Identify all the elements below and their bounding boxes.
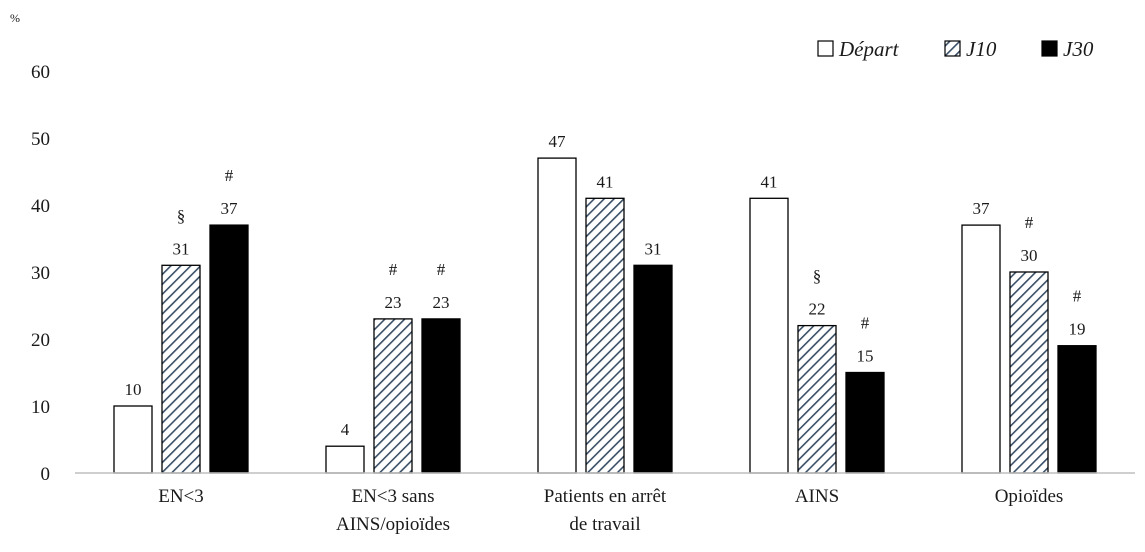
legend-swatch xyxy=(944,40,961,57)
legend-swatch xyxy=(817,40,834,57)
significance-marker: # xyxy=(861,314,870,333)
y-tick-label: 40 xyxy=(31,196,50,217)
y-tick-label: 30 xyxy=(31,263,50,284)
data-label: 41 xyxy=(761,172,778,191)
category-label: de travail xyxy=(569,514,640,535)
legend-label: J30 xyxy=(1063,37,1094,61)
bar xyxy=(797,324,837,474)
bar xyxy=(537,157,577,474)
bar xyxy=(421,318,461,474)
significance-marker: # xyxy=(1073,287,1082,306)
bar xyxy=(1009,271,1049,474)
y-tick-label: 10 xyxy=(31,397,50,418)
significance-marker: # xyxy=(225,166,234,185)
bar xyxy=(585,197,625,474)
category-label: AINS xyxy=(795,486,839,507)
bar xyxy=(209,224,249,474)
category-label: Opioïdes xyxy=(995,486,1064,507)
y-axis-ticks: 0 10 20 30 40 50 60 xyxy=(31,62,50,485)
bar xyxy=(1057,345,1097,474)
data-label: 31 xyxy=(645,239,662,258)
data-label: 23 xyxy=(433,293,450,312)
data-label: 10 xyxy=(125,380,142,399)
bar xyxy=(325,445,365,474)
bar xyxy=(845,371,885,474)
legend-label: J10 xyxy=(966,37,997,61)
legend: Départ J10 J30 xyxy=(817,37,1094,61)
bar xyxy=(749,197,789,474)
bar xyxy=(373,318,413,474)
significance-marker: § xyxy=(177,206,186,225)
significance-marker: # xyxy=(1025,213,1034,232)
data-label: 30 xyxy=(1021,246,1038,265)
category-labels: EN<3 EN<3 sans AINS/opioïdes Patients en ar… xyxy=(158,486,1063,535)
bar xyxy=(633,264,673,474)
y-tick-label: 50 xyxy=(31,129,50,150)
data-label: 19 xyxy=(1069,320,1086,339)
y-tick-label: 0 xyxy=(41,464,51,485)
bar xyxy=(961,224,1001,474)
category-label: AINS/opioïdes xyxy=(336,514,450,535)
data-label: 37 xyxy=(221,199,239,218)
y-tick-label: 60 xyxy=(31,62,50,83)
category-label: EN<3 sans xyxy=(351,486,434,507)
significance-marker: § xyxy=(813,267,822,286)
data-label: 41 xyxy=(597,172,614,191)
y-tick-label: 20 xyxy=(31,330,50,351)
bars: 10 4 47 41 37 31 § 23 #41 22 § 30 #37 #23 #31 15 # 19 # xyxy=(113,132,1097,474)
data-label: 37 xyxy=(973,199,991,218)
category-label: EN<3 xyxy=(158,486,204,507)
data-label: 23 xyxy=(385,293,402,312)
data-label: 22 xyxy=(809,300,826,319)
bar xyxy=(161,264,201,474)
data-label: 15 xyxy=(857,347,874,366)
legend-label: Départ xyxy=(838,37,900,61)
category-label: Patients en arrêt xyxy=(544,486,667,507)
significance-marker: # xyxy=(389,260,398,279)
data-label: 31 xyxy=(173,239,190,258)
data-label: 4 xyxy=(341,420,350,439)
data-label: 47 xyxy=(549,132,567,151)
legend-swatch xyxy=(1041,40,1058,57)
y-axis-unit-label: % xyxy=(10,11,20,25)
significance-marker: # xyxy=(437,260,446,279)
bar xyxy=(113,405,153,474)
